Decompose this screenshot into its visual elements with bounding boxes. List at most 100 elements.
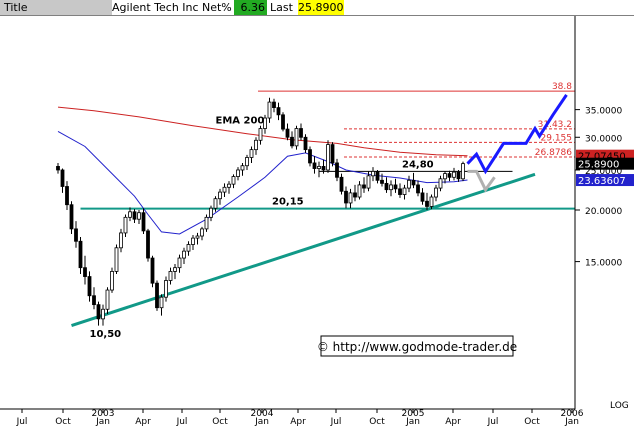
candle: [168, 267, 173, 285]
candle: [83, 255, 87, 285]
candle: [159, 294, 164, 316]
candle: [56, 162, 60, 174]
title-field-label[interactable]: Title: [0, 0, 112, 15]
candle: [60, 168, 65, 193]
candle: [245, 154, 249, 170]
candle: [65, 181, 69, 210]
candle: [452, 167, 456, 181]
candle: [348, 188, 353, 209]
candle: [191, 234, 195, 251]
fib-level-label: 26.8786: [535, 148, 572, 158]
candle: [281, 112, 285, 132]
price-tag: 25.8900: [576, 157, 634, 171]
candle: [312, 156, 317, 174]
fib-level-label: 29.155: [541, 133, 573, 143]
candle: [339, 173, 344, 195]
net-change-value: 6.36: [234, 0, 267, 15]
candle: [290, 131, 294, 149]
x-year-label: 2004: [251, 409, 274, 419]
x-year-label: 2003: [92, 409, 115, 419]
candle: [141, 208, 146, 234]
candle: [173, 264, 177, 280]
candle: [74, 221, 78, 248]
candle: [366, 171, 371, 192]
candle: [438, 175, 443, 192]
candle: [96, 301, 101, 326]
candle: [416, 180, 420, 197]
svg-text:23.63607: 23.63607: [578, 176, 626, 187]
candle: [92, 287, 96, 310]
candle: [447, 170, 452, 182]
candle: [209, 205, 213, 222]
candle: [461, 161, 465, 182]
x-tick-label: Jul: [330, 417, 342, 427]
support-trendline: [71, 172, 536, 328]
candle: [429, 194, 434, 210]
candle: [335, 158, 339, 182]
instrument-name: Agilent Tech Inc: [112, 0, 200, 15]
candle: [330, 142, 335, 167]
candle: [389, 180, 393, 197]
candle: [123, 214, 128, 238]
candle: [402, 184, 407, 200]
candle: [164, 276, 168, 302]
candle: [213, 196, 218, 212]
candle: [285, 123, 290, 141]
candle: [398, 183, 402, 198]
candle: [195, 232, 200, 245]
candle: [425, 192, 429, 210]
candle: [182, 247, 186, 265]
candle: [384, 177, 389, 193]
candle: [137, 210, 141, 224]
candle: [114, 244, 119, 274]
candle: [78, 237, 83, 274]
candle: [407, 175, 411, 193]
candle: [411, 172, 416, 189]
candle: [303, 134, 308, 153]
svg-text:25.8900: 25.8900: [578, 160, 619, 171]
x-tick-label: Apr: [135, 417, 151, 427]
candle: [128, 207, 132, 222]
header-divider: [0, 15, 634, 16]
candle: [150, 255, 155, 288]
y-tick-label: 30.0000: [585, 134, 622, 144]
candle: [263, 114, 267, 134]
candle: [276, 102, 281, 121]
x-tick-label: Jan: [254, 417, 269, 427]
x-tick-label: Jan: [95, 417, 110, 427]
x-tick-label: Oct: [212, 417, 228, 427]
candle: [317, 161, 321, 178]
candle: [443, 171, 447, 184]
candle: [240, 162, 245, 176]
candle: [222, 183, 227, 198]
level-label: 24,80: [402, 159, 434, 170]
candle: [146, 228, 150, 262]
log-scale-label: LOG: [610, 401, 629, 411]
candle: [186, 241, 191, 256]
x-tick-label: Oct: [524, 417, 540, 427]
watermark-box: © http://www.godmode-trader.de: [317, 335, 517, 357]
chart-annotation: EMA 200: [216, 115, 265, 126]
candle: [236, 167, 240, 181]
candle: [249, 146, 254, 163]
candle: [258, 125, 263, 145]
y-tick-label: 25.0000: [585, 167, 622, 177]
y-tick-label: 35.0000: [585, 107, 622, 117]
ema-blue-line: [57, 130, 468, 235]
candle: [371, 167, 375, 182]
x-tick-label: Jul: [16, 417, 28, 427]
candle: [294, 125, 299, 150]
candle: [267, 97, 272, 123]
x-tick-label: Apr: [445, 417, 461, 427]
watermark-text: © http://www.godmode-trader.de: [317, 340, 517, 354]
svg-text:27.07450: 27.07450: [578, 152, 626, 163]
candle: [132, 209, 137, 224]
x-tick-label: Apr: [290, 417, 306, 427]
x-year-label: 2006: [561, 409, 584, 419]
candle: [393, 178, 398, 193]
x-year-label: 2005: [402, 409, 425, 419]
candle: [69, 201, 74, 234]
candle: [204, 214, 209, 232]
candle: [299, 123, 303, 141]
